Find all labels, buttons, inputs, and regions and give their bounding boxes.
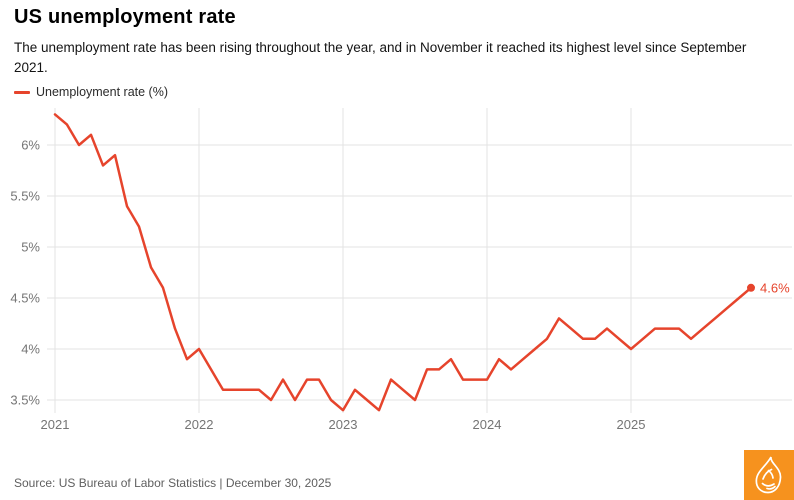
al-jazeera-logo-icon [744, 450, 794, 500]
y-tick-label: 5% [21, 240, 40, 255]
x-tick-label: 2022 [185, 417, 214, 432]
x-tick-label: 2025 [617, 417, 646, 432]
y-tick-label: 4% [21, 342, 40, 357]
legend-line-swatch [14, 90, 30, 94]
page-title: US unemployment rate [14, 6, 236, 28]
end-point-label: 4.6% [760, 280, 790, 295]
legend-label: Unemployment rate (%) [36, 85, 168, 99]
flame-icon [755, 456, 782, 494]
y-tick-label: 5.5% [10, 189, 40, 204]
x-tick-label: 2024 [473, 417, 502, 432]
source-note: Source: US Bureau of Labor Statistics | … [14, 476, 332, 490]
line-series-unemployment [53, 113, 753, 412]
x-tick-label: 2023 [329, 417, 358, 432]
chart-subtitle: The unemployment rate has been rising th… [14, 40, 747, 76]
y-tick-label: 6% [21, 138, 40, 153]
y-tick-label: 3.5% [10, 393, 40, 408]
end-point-marker [747, 283, 755, 292]
y-tick-label: 4.5% [10, 291, 40, 306]
legend: Unemployment rate (%) [14, 85, 168, 99]
x-tick-label: 2021 [41, 417, 70, 432]
unemployment-line-chart: 6% 5.5% 5% 4.5% 4% 3.5%2021 2022 2023 2024 2025 4.… [10, 108, 792, 432]
